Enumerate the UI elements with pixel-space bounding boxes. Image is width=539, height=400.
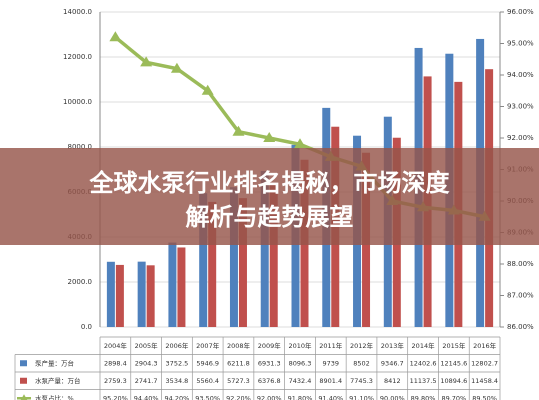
- banner: [0, 148, 539, 245]
- x-tick-label: 2004年: [104, 341, 128, 350]
- bar: [115, 264, 124, 327]
- table-cell: 90.00%: [380, 394, 405, 400]
- x-tick-label: 2009年: [258, 341, 282, 350]
- table-cell: 92.00%: [257, 394, 282, 400]
- table-cell: 5946.9: [196, 359, 219, 367]
- y-tick-label: 0.0: [81, 323, 92, 331]
- y2-tick-label: 94.00%: [507, 71, 534, 79]
- table-cell: 12802.7: [471, 359, 498, 367]
- y-tick-label: 10000.0: [63, 98, 92, 106]
- x-tick-label: 2010年: [288, 341, 312, 350]
- line-marker: [232, 125, 245, 136]
- table-cell: 89.70%: [441, 394, 466, 400]
- table-cell: 7432.4: [289, 377, 312, 385]
- y-tick-label: 14000.0: [63, 8, 92, 16]
- legend-label: 泵产量：万台: [35, 358, 74, 367]
- table-cell: 95.20%: [103, 394, 128, 400]
- bar: [208, 201, 217, 327]
- banner-title: 全球水泵行业排名揭秘，市场深度: [89, 169, 451, 197]
- table-cell: 91.10%: [349, 394, 374, 400]
- table-cell: 8901.4: [319, 377, 342, 385]
- table-cell: 9346.7: [381, 359, 404, 367]
- x-tick-label: 2015年: [442, 341, 466, 350]
- x-tick-label: 2016年: [473, 341, 497, 350]
- y2-tick-label: 87.00%: [507, 292, 534, 300]
- table-cell: 89.80%: [411, 394, 436, 400]
- table-cell: 94.40%: [134, 394, 159, 400]
- table-cell: 91.40%: [318, 394, 343, 400]
- line-marker: [109, 31, 122, 42]
- x-tick-label: 2012年: [350, 341, 374, 350]
- table-cell: 3534.8: [166, 377, 189, 385]
- y2-tick-label: 88.00%: [507, 260, 534, 268]
- line-marker: [170, 62, 183, 73]
- line-marker: [294, 138, 306, 149]
- banner-title: 解析与趋势展望: [186, 203, 354, 231]
- table-cell: 6376.8: [258, 377, 281, 385]
- table-cell: 2898.4: [104, 359, 127, 367]
- table-cell: 5727.3: [227, 377, 250, 385]
- table-cell: 8502: [353, 359, 370, 367]
- y2-tick-label: 86.00%: [507, 323, 534, 331]
- table-cell: 9739: [322, 359, 339, 367]
- x-tick-label: 2008年: [227, 341, 251, 350]
- table-cell: 89.50%: [472, 394, 497, 400]
- table-cell: 8096.3: [289, 359, 312, 367]
- table-cell: 12402.6: [410, 359, 437, 367]
- table-cell: 10894.6: [440, 377, 467, 385]
- table-cell: 11458.4: [471, 377, 498, 385]
- x-tick-label: 2007年: [196, 341, 220, 350]
- x-tick-label: 2005年: [135, 341, 159, 350]
- legend-swatch: [20, 377, 27, 384]
- table-cell: 7745.3: [350, 377, 373, 385]
- line-marker: [201, 84, 214, 95]
- table-cell: 2759.3: [104, 377, 127, 385]
- bar: [199, 193, 208, 327]
- table-cell: 5560.4: [196, 377, 219, 385]
- bar: [238, 198, 247, 327]
- table-cell: 11137.5: [410, 377, 437, 385]
- table-cell: 8412: [384, 377, 401, 385]
- y2-tick-label: 93.00%: [507, 103, 534, 111]
- table-cell: 94.20%: [165, 394, 190, 400]
- table-cell: 2741.7: [135, 377, 158, 385]
- bar: [146, 265, 155, 327]
- legend-label: 水泵占比：%: [35, 393, 74, 400]
- legend-label: 水泵产量：万台: [35, 376, 81, 385]
- y2-tick-label: 95.00%: [507, 40, 534, 48]
- legend-swatch: [20, 394, 28, 400]
- table-cell: 6211.8: [227, 359, 250, 367]
- bar: [229, 187, 238, 327]
- table-cell: 6931.3: [258, 359, 281, 367]
- line-marker: [263, 132, 276, 142]
- bar: [177, 247, 186, 327]
- legend-swatch: [20, 360, 27, 367]
- table-cell: 3752.5: [166, 359, 189, 367]
- table-cell: 92.20%: [226, 394, 251, 400]
- x-tick-label: 2011年: [319, 341, 343, 350]
- table-cell: 12145.6: [440, 359, 467, 367]
- line-marker: [140, 56, 153, 67]
- bar: [260, 171, 269, 327]
- x-tick-label: 2013年: [381, 341, 405, 350]
- x-tick-label: 2014年: [412, 341, 436, 350]
- table-cell: 91.80%: [288, 394, 313, 400]
- y2-tick-label: 96.00%: [507, 8, 534, 16]
- y-tick-label: 12000.0: [63, 53, 92, 61]
- table-cell: 93.50%: [195, 394, 220, 400]
- y2-tick-label: 92.00%: [507, 134, 534, 142]
- table-cell: 2904.3: [135, 359, 158, 367]
- bar: [106, 261, 115, 327]
- y-tick-label: 2000.0: [68, 278, 93, 286]
- bar: [168, 242, 177, 327]
- bar: [269, 183, 278, 327]
- y-tick-label: 8000.0: [68, 143, 93, 151]
- bar: [137, 261, 146, 327]
- x-tick-label: 2006年: [165, 341, 189, 350]
